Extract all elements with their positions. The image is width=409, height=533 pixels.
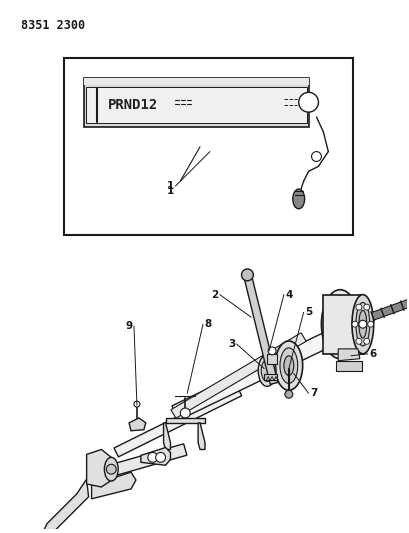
Ellipse shape — [279, 348, 297, 383]
Ellipse shape — [241, 269, 253, 281]
Ellipse shape — [261, 360, 272, 382]
Text: 8351 2300: 8351 2300 — [20, 19, 84, 33]
Polygon shape — [83, 78, 308, 85]
Circle shape — [147, 453, 157, 462]
Ellipse shape — [274, 341, 302, 390]
Polygon shape — [371, 295, 409, 320]
Polygon shape — [64, 58, 352, 236]
Circle shape — [355, 338, 361, 344]
Ellipse shape — [267, 347, 275, 355]
Text: 8: 8 — [204, 319, 211, 329]
Text: PRND12: PRND12 — [108, 98, 158, 112]
Polygon shape — [198, 423, 204, 449]
Polygon shape — [243, 274, 277, 384]
Circle shape — [367, 321, 373, 327]
Polygon shape — [129, 418, 146, 431]
Circle shape — [298, 92, 318, 112]
Circle shape — [106, 464, 116, 474]
Polygon shape — [83, 78, 308, 127]
Ellipse shape — [292, 189, 304, 209]
Circle shape — [284, 390, 292, 398]
Circle shape — [180, 408, 190, 418]
Circle shape — [155, 453, 165, 462]
Polygon shape — [171, 320, 355, 420]
Polygon shape — [42, 479, 88, 533]
Polygon shape — [114, 387, 241, 457]
Text: 2: 2 — [211, 289, 218, 300]
Text: 5: 5 — [304, 308, 311, 317]
Circle shape — [355, 304, 361, 310]
Polygon shape — [165, 418, 204, 423]
Polygon shape — [141, 448, 170, 465]
Polygon shape — [337, 349, 359, 361]
Ellipse shape — [258, 355, 275, 386]
Polygon shape — [114, 444, 187, 475]
Polygon shape — [263, 374, 276, 381]
Polygon shape — [171, 333, 306, 418]
Text: 7: 7 — [309, 388, 317, 398]
Circle shape — [363, 338, 369, 344]
Ellipse shape — [321, 289, 358, 359]
Circle shape — [134, 401, 139, 407]
Ellipse shape — [358, 310, 366, 338]
Text: 6: 6 — [368, 349, 375, 359]
Polygon shape — [267, 354, 276, 364]
Circle shape — [363, 304, 369, 310]
Polygon shape — [91, 472, 136, 499]
Ellipse shape — [104, 457, 118, 481]
Polygon shape — [86, 449, 116, 487]
Ellipse shape — [351, 295, 373, 354]
Text: 1: 1 — [166, 181, 174, 191]
Text: 9: 9 — [125, 321, 132, 331]
Text: 4: 4 — [285, 289, 292, 300]
Ellipse shape — [283, 356, 293, 376]
Circle shape — [358, 320, 366, 328]
Polygon shape — [335, 361, 361, 370]
Circle shape — [351, 321, 357, 327]
Circle shape — [311, 151, 321, 161]
Text: 1: 1 — [166, 186, 174, 196]
Text: 3: 3 — [227, 339, 235, 349]
Polygon shape — [323, 295, 362, 354]
Ellipse shape — [355, 303, 369, 346]
Polygon shape — [163, 423, 170, 449]
Polygon shape — [85, 87, 306, 123]
